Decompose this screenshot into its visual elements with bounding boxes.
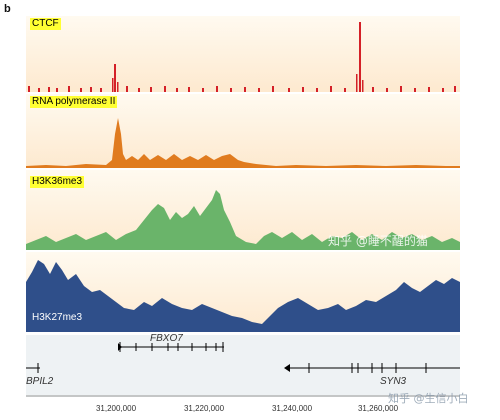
h3k36me3-track-label: H3K36me3 (30, 176, 85, 188)
watermark-text-secondary: 知乎 @生信小白 (388, 392, 469, 405)
gene-label-bpil2: BPIL2 (26, 376, 54, 387)
watermark-text: 知乎 @睡不醒的猫 (328, 234, 428, 248)
coordinate-tick-2: 31,220,000 (183, 404, 225, 413)
gene-model-drawing (26, 342, 460, 397)
h3k36me3-signal-plot (26, 190, 460, 250)
h3k27me3-signal-plot (26, 260, 460, 332)
rnapol2-track-label: RNA polymerase II (30, 96, 118, 108)
gene-label-syn3: SYN3 (380, 376, 407, 387)
gene-label-fbxo7: FBXO7 (150, 333, 183, 344)
ctcf-track-label: CTCF (30, 18, 61, 30)
ctcf-track-background (26, 16, 460, 92)
coordinate-tick-4: 31,260,000 (357, 404, 399, 413)
gene-annotation-panel (26, 335, 460, 397)
h3k27me3-track-label: H3K27me3 (32, 312, 83, 323)
coordinate-tick-3: 31,240,000 (271, 404, 313, 413)
panel-label: b (4, 3, 11, 15)
coordinate-tick-1: 31,200,000 (95, 404, 137, 413)
ctcf-signal-plot (28, 22, 456, 92)
